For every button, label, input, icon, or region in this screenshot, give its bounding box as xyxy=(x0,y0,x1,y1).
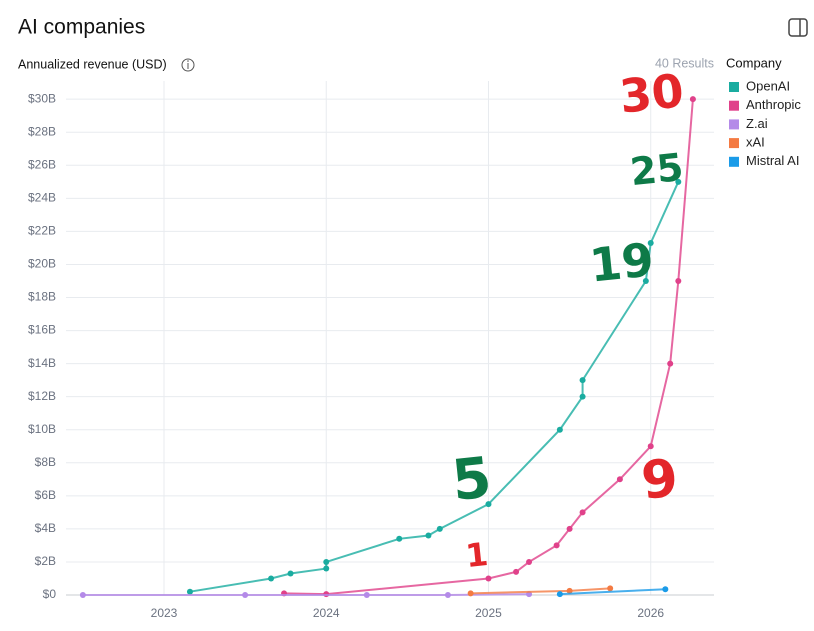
chart-title: AI companies xyxy=(18,16,145,39)
y-tick-label: $10B xyxy=(28,422,56,436)
handwritten-note: 1 xyxy=(464,535,490,575)
legend-swatch xyxy=(729,100,739,111)
series-line xyxy=(82,593,530,596)
data-point xyxy=(662,586,669,593)
series-line xyxy=(559,588,666,596)
x-tick-label: 2025 xyxy=(475,606,502,620)
data-point xyxy=(579,393,586,400)
y-tick-label: $8B xyxy=(35,455,56,469)
legend-label: Z.ai xyxy=(746,116,768,131)
y-tick-label: $24B xyxy=(28,191,56,205)
handwritten-note: 25 xyxy=(628,145,685,194)
data-point xyxy=(689,96,696,103)
data-point xyxy=(556,591,563,598)
handwritten-note: 30 xyxy=(617,63,686,123)
y-tick-label: $30B xyxy=(28,91,56,105)
data-point xyxy=(566,587,573,594)
data-point xyxy=(485,501,492,508)
data-point xyxy=(667,360,674,367)
y-tick-label: $26B xyxy=(28,157,56,171)
handwritten-note: 9 xyxy=(639,448,681,511)
data-point xyxy=(268,575,275,582)
data-point xyxy=(607,585,614,592)
x-tick-label: 2023 xyxy=(151,606,178,620)
legend-swatch xyxy=(729,156,739,167)
legend-swatch xyxy=(729,138,739,149)
data-point xyxy=(675,178,682,185)
y-tick-label: $12B xyxy=(28,389,56,403)
data-point xyxy=(616,476,623,483)
data-point xyxy=(323,565,330,572)
legend-swatch xyxy=(729,119,739,130)
data-point xyxy=(396,535,403,542)
data-point xyxy=(642,277,649,284)
data-point xyxy=(579,509,586,516)
y-tick-label: $16B xyxy=(28,323,56,337)
data-point xyxy=(425,532,432,539)
y-tick-label: $4B xyxy=(35,521,56,535)
info-icon[interactable] xyxy=(181,58,195,72)
data-point xyxy=(287,570,294,577)
x-tick-label: 2026 xyxy=(637,606,664,620)
handwritten-note: 5 xyxy=(449,445,495,514)
data-point xyxy=(579,377,586,384)
data-point xyxy=(526,558,533,565)
y-tick-label: $2B xyxy=(35,554,56,568)
y-tick-label: $18B xyxy=(28,290,56,304)
data-point xyxy=(467,590,474,597)
y-tick-label: $6B xyxy=(35,488,56,502)
results-count: 40 Results xyxy=(655,56,714,70)
x-tick-label: 2024 xyxy=(313,606,340,620)
data-point xyxy=(79,592,86,598)
y-tick-label: $22B xyxy=(28,224,56,238)
legend-label: xAI xyxy=(746,135,765,150)
data-point xyxy=(444,592,451,598)
data-point xyxy=(553,542,560,549)
legend-label: Mistral AI xyxy=(746,153,799,168)
data-point xyxy=(436,525,443,532)
data-point xyxy=(242,592,249,598)
legend-title: Company xyxy=(726,55,782,70)
data-point xyxy=(186,588,193,595)
y-tick-label: $14B xyxy=(28,356,56,370)
legend-label: Anthropic xyxy=(746,97,801,112)
data-point xyxy=(566,525,573,532)
data-point xyxy=(556,426,563,433)
data-point xyxy=(363,592,370,598)
data-point xyxy=(513,568,520,575)
legend-swatch xyxy=(729,82,739,92)
data-point xyxy=(647,239,654,246)
data-point xyxy=(323,558,330,565)
panel-toggle[interactable] xyxy=(788,18,808,37)
handwritten-note: 19 xyxy=(587,232,656,292)
legend-label: OpenAI xyxy=(746,78,790,93)
y-tick-label: $28B xyxy=(28,124,56,138)
y-tick-label: $0 xyxy=(43,587,57,601)
subtitle: Annualized revenue (USD) xyxy=(18,57,167,71)
data-point xyxy=(485,575,492,582)
data-point xyxy=(647,443,654,450)
y-tick-label: $20B xyxy=(28,257,56,271)
data-point xyxy=(675,277,682,284)
